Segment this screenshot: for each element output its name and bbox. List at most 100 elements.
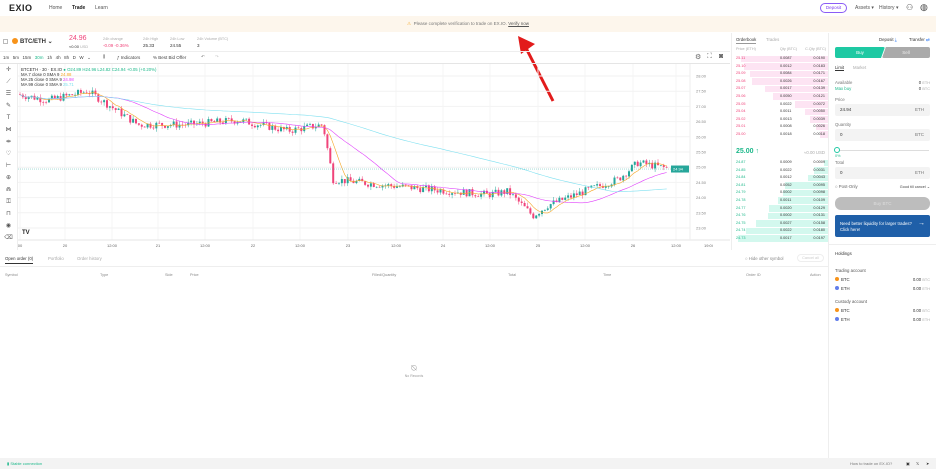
bid-row[interactable]: 24.74 0.0022 0.0180	[732, 227, 828, 235]
bid-row[interactable]: 24.85 0.0022 0.0031	[732, 167, 828, 175]
bid-row[interactable]: 24.76 0.0002 0.0131	[732, 212, 828, 220]
discord-icon[interactable]: ▣	[906, 461, 910, 466]
interval-30m[interactable]: 30m	[34, 55, 44, 60]
trash-icon[interactable]: ⌫	[4, 235, 13, 241]
logo[interactable]: EXIO	[9, 3, 33, 13]
best-bid-offer-button[interactable]: % Best Bid Offer	[153, 55, 187, 60]
interval-D[interactable]: D	[72, 55, 76, 60]
liquidity-promo[interactable]: Need better liquidity for larger trades?…	[835, 215, 930, 237]
tab-orderbook[interactable]: Orderbook	[736, 37, 757, 44]
interval-1m[interactable]: 1m	[3, 55, 10, 60]
interval-8h[interactable]: 8h	[64, 55, 70, 60]
user-icon[interactable]: ⚇	[906, 3, 914, 12]
ask-row[interactable]: 25.05 0.0022 0.0072	[732, 101, 828, 109]
candle	[567, 195, 570, 198]
tab-order-history[interactable]: Order history	[77, 256, 102, 261]
lock-drawing-icon[interactable]: ⚿	[6, 199, 11, 205]
ask-row[interactable]: 25.08 0.0026 0.0167	[732, 78, 828, 86]
transfer-link[interactable]: Transfer ⇄	[909, 37, 930, 42]
indicators-button[interactable]: ƒ Indicators	[117, 55, 141, 60]
interval-1h[interactable]: 1h	[47, 55, 53, 60]
eye-icon[interactable]: ◉	[5, 223, 12, 229]
camera-icon[interactable]: ◙	[719, 53, 724, 60]
pattern-icon[interactable]: ⋈	[5, 127, 12, 133]
tab-portfolio[interactable]: Portfolio	[48, 256, 64, 261]
buy-tab[interactable]: Buy	[835, 47, 885, 58]
candle	[137, 123, 140, 125]
undo-icon[interactable]: ↶	[201, 54, 205, 59]
panel-deposit-link[interactable]: Deposit ⤓	[879, 37, 897, 42]
fullscreen-icon[interactable]: ⛶	[707, 53, 712, 60]
quantity-slider[interactable]	[835, 150, 929, 151]
timezone-label[interactable]: 19:0i	[704, 243, 713, 248]
nav-learn[interactable]: Learn	[95, 5, 108, 11]
bid-row[interactable]: 24.81 0.0052 0.0095	[732, 182, 828, 190]
deposit-button[interactable]: Deposit	[820, 3, 847, 13]
interval-5m[interactable]: 5m	[12, 55, 20, 60]
ask-row[interactable]: 25.06 0.0050 0.0121	[732, 93, 828, 101]
tab-open-orders[interactable]: Open order (0)	[5, 256, 34, 264]
ask-row[interactable]: 25.00 0.0018 0.0018	[732, 131, 828, 139]
trendline-icon[interactable]: ⟋	[6, 79, 11, 85]
tab-limit[interactable]: Limit	[835, 65, 845, 71]
crosshair-icon[interactable]: ✛	[5, 67, 12, 73]
ruler-icon[interactable]: ⊢	[5, 163, 12, 169]
ask-row[interactable]: 25.02 0.0013 0.0039	[732, 116, 828, 124]
heart-icon[interactable]: ♡	[5, 151, 12, 157]
qty: 0.0012	[780, 63, 792, 68]
interval-more-icon[interactable]: ⌄	[87, 55, 91, 60]
ask-row[interactable]: 25.04 0.0011 0.0050	[732, 108, 828, 116]
how-to-trade-link[interactable]: How to trade on EX.IO?	[850, 461, 893, 466]
verify-now-link[interactable]: Verify now	[508, 21, 529, 26]
hide-other-symbol-checkbox[interactable]: ○ Hide other symbol	[745, 256, 784, 261]
brush-icon[interactable]: ✎	[5, 103, 12, 109]
sell-tab[interactable]: Sell	[882, 47, 930, 58]
text-icon[interactable]: T	[6, 115, 11, 121]
nav-trade[interactable]: Trade	[72, 5, 86, 11]
fib-icon[interactable]: ☰	[5, 91, 12, 97]
globe-icon[interactable]: ◍	[920, 2, 928, 12]
bid-row[interactable]: 24.77 0.0020 0.0129	[732, 205, 828, 213]
buy-btc-button[interactable]: Buy BTC	[835, 197, 930, 210]
ask-row[interactable]: 25.09 0.0084 0.0171	[732, 70, 828, 78]
measure-icon[interactable]: ⇹	[5, 139, 12, 145]
post-only-radio[interactable]: ○ Post-Only	[835, 184, 858, 189]
bid-row[interactable]: 24.75 0.0027 0.0158	[732, 220, 828, 228]
assets-menu[interactable]: Assets ▾	[855, 5, 874, 11]
bid-row[interactable]: 24.87 0.0009 0.0009	[732, 159, 828, 167]
telegram-icon[interactable]: ➤	[926, 461, 930, 466]
tab-market[interactable]: Market	[853, 65, 867, 70]
zoom-icon[interactable]: ⊕	[5, 175, 12, 181]
bid-row[interactable]: 24.84 0.0012 0.0043	[732, 174, 828, 182]
bid-row[interactable]: 24.79 0.0002 0.0098	[732, 189, 828, 197]
nav-home[interactable]: Home	[49, 5, 63, 11]
history-menu[interactable]: History ▾	[879, 5, 899, 11]
favorite-icon[interactable]	[3, 39, 8, 44]
redo-icon[interactable]: ↷	[215, 54, 219, 59]
x-icon[interactable]: 𝕏	[916, 461, 920, 466]
bid-row[interactable]: 24.73 0.0017 0.0197	[732, 235, 828, 243]
interval-15m[interactable]: 15m	[22, 55, 32, 60]
tif-select[interactable]: Good till cancel ⌄	[899, 185, 930, 189]
candle-type-icon[interactable]: ⫼	[103, 54, 106, 59]
tab-trades[interactable]: Trades	[766, 37, 780, 42]
ask-row[interactable]: 25.11 0.0087 0.0190	[732, 55, 828, 63]
settings-icon[interactable]: ⚙	[695, 54, 702, 61]
column-header[interactable]: Time	[603, 273, 612, 277]
interval-4h[interactable]: 4h	[55, 55, 61, 60]
ask-row[interactable]: 25.07 0.0017 0.0139	[732, 85, 828, 93]
total-input[interactable]: 0 ETH	[835, 167, 930, 179]
cancel-all-button[interactable]: Cancel all	[797, 254, 824, 262]
ask-row[interactable]: 25.10 0.0012 0.0183	[732, 63, 828, 71]
pair-selector[interactable]: BTC/ETH ⌄	[20, 39, 53, 45]
magnet-icon[interactable]: ⋒	[5, 187, 12, 193]
bid-row[interactable]: 24.78 0.0011 0.0109	[732, 197, 828, 205]
candle	[77, 90, 79, 95]
slider-handle[interactable]	[834, 147, 840, 153]
ask-row[interactable]: 25.01 0.0008 0.0026	[732, 123, 828, 131]
lock-icon[interactable]: ⊓	[6, 211, 11, 217]
price-input[interactable]: 24.94 ETH	[835, 104, 930, 116]
interval-W[interactable]: W	[79, 55, 84, 60]
quantity-input[interactable]: 0 BTC	[835, 129, 930, 141]
price-chart[interactable]: 28.00 27.50 27.00 26.50 26.00 25.50 25.00 24.50…	[18, 64, 730, 251]
